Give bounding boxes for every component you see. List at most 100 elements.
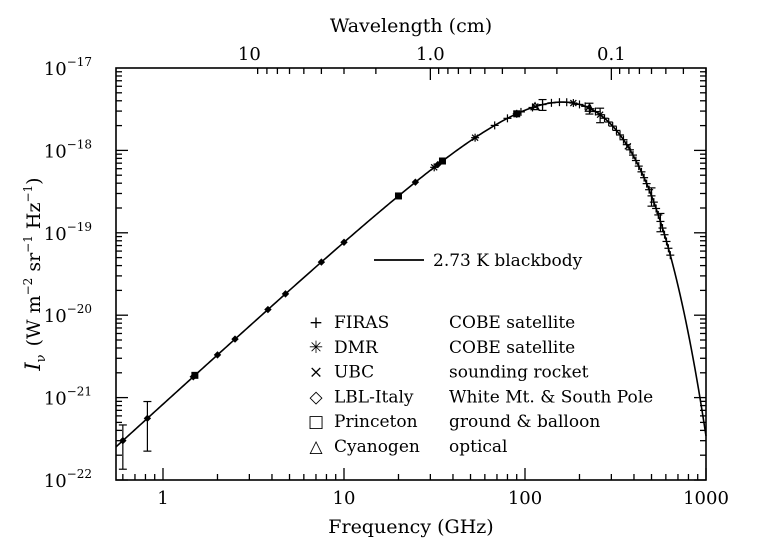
y-tick-base: 10 — [44, 141, 67, 162]
ubc-point — [596, 111, 604, 119]
legend-platform: COBE satellite — [449, 338, 575, 358]
plot-frame — [115, 67, 707, 481]
y-tick-label: 10−22 — [44, 467, 92, 492]
error-bars — [118, 98, 665, 470]
top-tick-label: 10 — [238, 44, 261, 65]
triangle-mark — [584, 103, 595, 112]
firas-point — [645, 185, 654, 194]
firas-point — [634, 162, 643, 171]
svg-text:Iν(W m−2 sr−1 Hz−1): Iν(W m−2 sr−1 Hz−1) — [21, 177, 49, 371]
cyanogen-point — [584, 103, 595, 112]
firas-point — [619, 135, 628, 144]
princeton-point — [513, 110, 521, 118]
model-legend-label: 2.73 K blackbody — [433, 251, 583, 271]
firas-point — [547, 98, 556, 107]
firas-point — [658, 224, 667, 233]
legend-platform: COBE satellite — [449, 313, 575, 333]
y-axis-units-end: ) — [23, 177, 45, 184]
legend-platform: ground & balloon — [449, 412, 600, 432]
y-axis-units-exp1: −2 — [21, 278, 35, 296]
firas-point — [654, 210, 663, 219]
princeton-point — [394, 192, 402, 200]
firas-point — [612, 126, 621, 135]
y-tick-exponent: −20 — [67, 302, 92, 316]
legend-platform: optical — [449, 437, 507, 457]
square-mark — [438, 157, 446, 165]
legend-instrument: Princeton — [334, 412, 418, 432]
diamond-mark — [231, 335, 239, 343]
firas-point — [640, 173, 649, 182]
legend-instrument: UBC — [334, 363, 374, 383]
y-tick-base: 10 — [44, 306, 67, 327]
firas-point — [656, 217, 665, 226]
triangle-mark — [529, 101, 541, 111]
firas-point — [575, 100, 584, 109]
y-axis-symbol: I — [21, 362, 45, 372]
top-tick-labels: 10 1.0 0.1 — [238, 44, 626, 65]
firas-point — [490, 121, 499, 130]
legend-symbol: + — [309, 313, 323, 333]
y-axis-subscript: ν — [34, 354, 49, 362]
diamond-mark — [317, 258, 326, 266]
y-tick-exponent: −19 — [67, 220, 92, 234]
legend-instrument: LBL-Italy — [334, 387, 414, 407]
diamond-mark — [213, 351, 222, 359]
top-tick-label: 0.1 — [597, 44, 626, 65]
firas-point — [652, 204, 661, 213]
cross-mark-d2 — [569, 99, 577, 107]
legend-symbol: × — [309, 363, 323, 383]
y-axis-units-start: (W m — [23, 295, 45, 346]
firas-point — [608, 122, 617, 131]
legend-entry: × UBC sounding rocket — [309, 363, 589, 383]
legend-symbol: ◇ — [309, 387, 323, 407]
firas-point — [631, 156, 640, 165]
lbl-italy-point — [281, 290, 290, 298]
legend-symbol: ✳ — [309, 338, 323, 358]
star-mark-d2 — [471, 134, 479, 142]
princeton-point — [191, 371, 199, 379]
y-tick-base: 10 — [44, 389, 67, 410]
firas-point — [604, 118, 613, 127]
firas-point — [600, 114, 609, 123]
legend-instrument: FIRAS — [334, 313, 389, 333]
firas-point — [666, 251, 675, 260]
firas-point — [647, 191, 656, 200]
lbl-italy-point — [231, 335, 239, 343]
diamond-mark — [340, 238, 348, 246]
y-tick-exponent: −17 — [67, 55, 92, 69]
firas-point — [664, 244, 673, 253]
firas-point — [616, 130, 625, 139]
legend-instrument: Cyanogen — [334, 437, 420, 457]
cross-mark-d2 — [596, 111, 604, 119]
top-axis-title: Wavelength (cm) — [330, 15, 492, 37]
firas-point — [637, 167, 646, 176]
y-axis-units-hz: Hz — [23, 203, 45, 236]
lbl-italy-point — [264, 305, 272, 314]
square-mark — [191, 371, 199, 379]
axis-ticks — [116, 68, 707, 481]
legend-entry: + FIRAS COBE satellite — [309, 313, 575, 333]
y-axis-units-exp2: −1 — [21, 235, 35, 253]
diamond-mark — [281, 290, 290, 298]
y-tick-label: 10−20 — [44, 302, 92, 327]
ubc-point — [569, 99, 577, 107]
firas-point — [660, 230, 669, 239]
data-points — [119, 98, 675, 445]
x-tick-label: 1000 — [683, 488, 729, 509]
y-tick-exponent: −21 — [67, 385, 92, 399]
ubc-point — [624, 142, 632, 150]
x-tick-label: 10 — [333, 488, 356, 509]
diamond-mark — [143, 414, 152, 423]
lbl-italy-point — [411, 178, 420, 186]
y-tick-base: 10 — [44, 59, 67, 80]
legend-platform: sounding rocket — [449, 363, 589, 383]
legend-instrument: DMR — [334, 338, 379, 358]
lbl-italy-point — [213, 351, 222, 359]
x-tick-label: 100 — [508, 488, 542, 509]
lbl-italy-point — [119, 436, 127, 445]
firas-point — [562, 98, 571, 107]
x-tick-label: 1 — [157, 488, 168, 509]
diamond-mark — [119, 436, 127, 445]
firas-point — [662, 237, 671, 246]
